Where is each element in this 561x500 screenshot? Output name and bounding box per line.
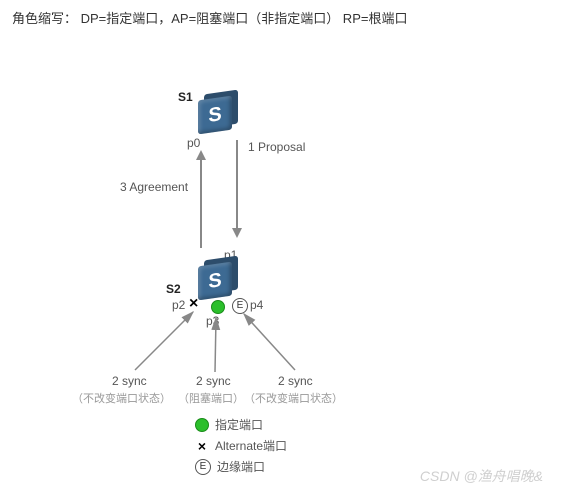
legend-alternate-label: Alternate端口 xyxy=(215,437,287,454)
legend-e-icon: E xyxy=(195,459,211,475)
legend-x-icon: × xyxy=(195,438,209,454)
legend-designated: 指定端口 xyxy=(195,416,287,433)
watermark: CSDN @渔舟唱晚& xyxy=(420,466,543,486)
sync-left-top: 2 sync xyxy=(112,374,147,388)
legend-edge: E 边缘端口 xyxy=(195,458,287,475)
sync-right-top: 2 sync xyxy=(278,374,313,388)
legend-alternate: × Alternate端口 xyxy=(195,437,287,454)
sync-right-sub: （不改变端口状态） xyxy=(244,390,343,406)
legend-designated-label: 指定端口 xyxy=(215,416,263,433)
sync-middle-top: 2 sync xyxy=(196,374,231,388)
sync-left-sub: （不改变端口状态） xyxy=(72,390,171,406)
legend: 指定端口 × Alternate端口 E 边缘端口 xyxy=(195,416,287,479)
diagram-stage: S S1 p0 1 Proposal 3 Agreement p1 S S2 ×… xyxy=(0,0,561,500)
legend-green-dot-icon xyxy=(195,418,209,432)
legend-edge-label: 边缘端口 xyxy=(217,458,265,475)
sync-middle-sub: （阻塞端口） xyxy=(178,390,244,406)
